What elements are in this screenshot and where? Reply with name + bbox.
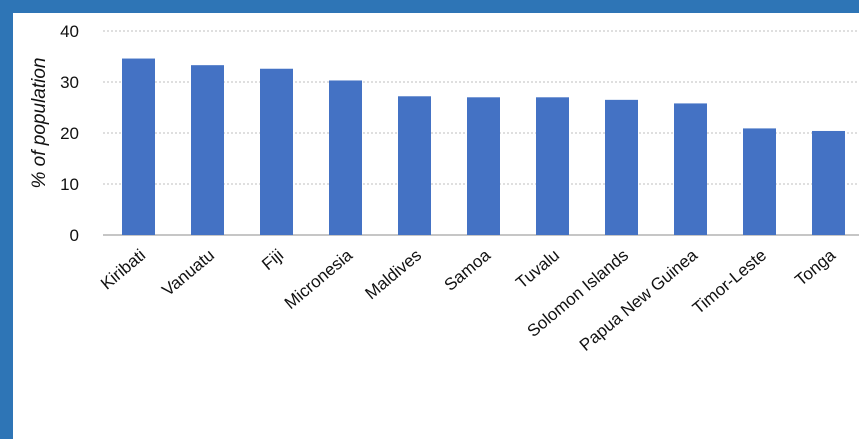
y-tick-label: 40 — [60, 22, 79, 41]
y-tick-label: 20 — [60, 124, 79, 143]
bar-tonga — [812, 130, 845, 235]
x-tick-label: Samoa — [441, 245, 495, 295]
x-tick-label: Kiribati — [97, 246, 149, 294]
x-tick-label: Papua New Guinea — [576, 245, 702, 355]
x-tick-label: Maldives — [361, 246, 425, 304]
x-tick-label: Fiji — [258, 246, 287, 275]
y-tick-label: 30 — [60, 73, 79, 92]
bar-solomon-islands — [605, 99, 638, 235]
x-tick-label: Micronesia — [281, 245, 357, 313]
bars — [122, 58, 845, 235]
y-tick-label: 0 — [70, 226, 79, 245]
bar-maldives — [398, 96, 431, 235]
x-tick-label: Tonga — [791, 245, 839, 290]
y-tick-label: 10 — [60, 175, 79, 194]
bar-timor-leste — [743, 128, 776, 235]
bar-vanuatu — [191, 65, 224, 235]
x-tick-label: Tuvalu — [512, 246, 563, 293]
y-axis-label: % of population — [29, 58, 50, 189]
x-tick-label: Vanuatu — [158, 246, 218, 300]
chart-panel: 0 10 20 30 40 Kiribati Vanuatu Fiji Micronesia M… — [13, 13, 859, 439]
bar-papua-new-guinea — [674, 103, 707, 235]
y-tick-labels: 0 10 20 30 40 — [60, 22, 79, 245]
bar-fiji — [260, 68, 293, 235]
bar-kiribati — [122, 58, 155, 235]
bar-tuvalu — [536, 97, 569, 235]
x-tick-label: Timor-Leste — [689, 246, 770, 318]
bar-micronesia — [329, 80, 362, 235]
bar-samoa — [467, 97, 500, 235]
